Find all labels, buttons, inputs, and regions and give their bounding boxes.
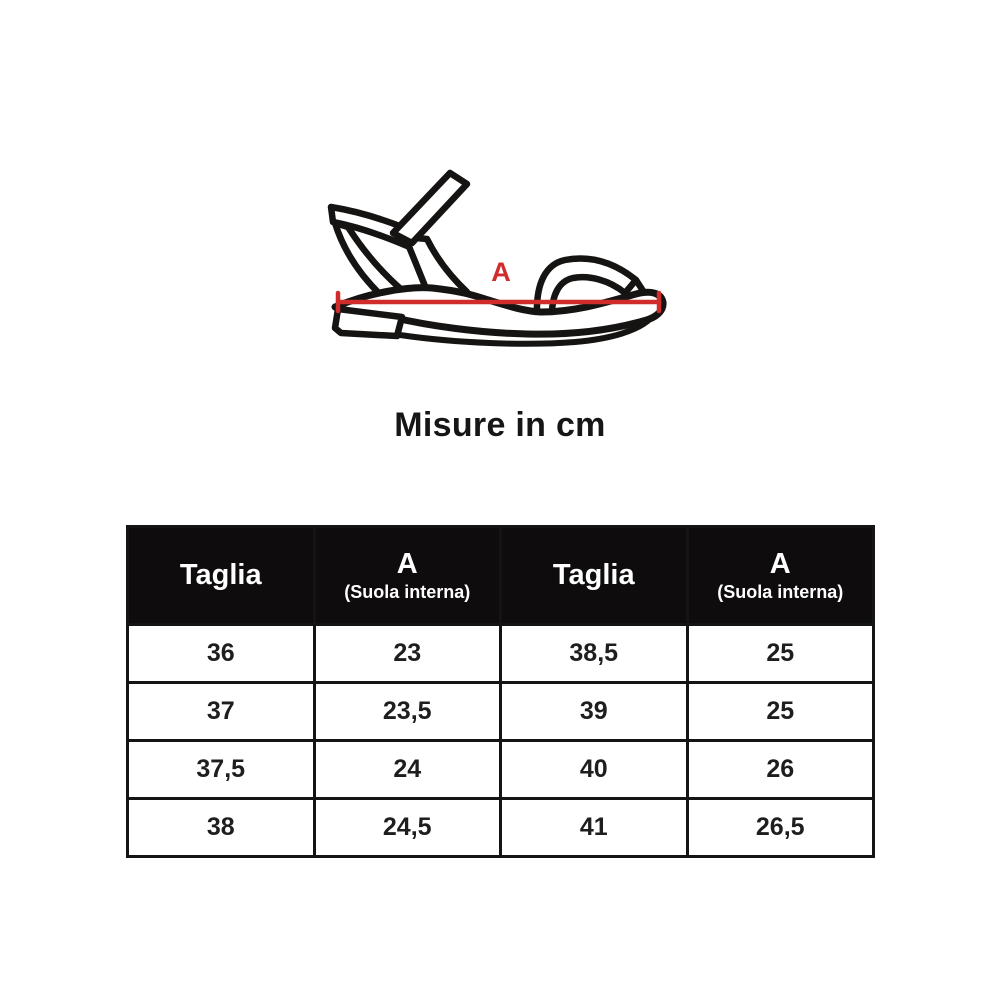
col-header-sub: (Suola interna) bbox=[717, 581, 844, 602]
col-header-main: A bbox=[396, 548, 418, 581]
size-cell: 38,5 bbox=[499, 623, 689, 684]
page-title: Misure in cm bbox=[394, 406, 606, 444]
measure-label: A bbox=[491, 257, 511, 287]
col-header-main: Taglia bbox=[179, 559, 262, 592]
heel-block bbox=[331, 305, 406, 340]
size-table: Taglia A (Suola interna) Taglia bbox=[126, 525, 875, 858]
ankle-strap bbox=[389, 169, 471, 247]
length-cell: 26 bbox=[685, 739, 875, 800]
size-table-header: Taglia A (Suola interna) Taglia bbox=[126, 525, 875, 626]
table-row: 36 23 38,5 25 bbox=[126, 623, 875, 684]
length-cell: 23,5 bbox=[312, 681, 502, 742]
length-cell: 25 bbox=[685, 681, 875, 742]
size-cell: 36 bbox=[126, 623, 316, 684]
col-header-taglia-right: Taglia bbox=[499, 525, 689, 626]
col-header-main: Taglia bbox=[552, 559, 635, 592]
size-cell: 37,5 bbox=[126, 739, 316, 800]
table-row: 37,5 24 40 26 bbox=[126, 739, 875, 800]
size-cell: 40 bbox=[499, 739, 689, 800]
size-cell: 41 bbox=[499, 797, 689, 858]
outsole-seam bbox=[397, 315, 654, 347]
col-header-a-left: A (Suola interna) bbox=[312, 525, 502, 626]
header-row: Taglia A (Suola interna) Taglia bbox=[126, 525, 875, 626]
col-header-main: A bbox=[769, 548, 791, 581]
length-cell: 24,5 bbox=[312, 797, 502, 858]
size-table-body: 36 23 38,5 25 37 23,5 39 25 37,5 24 40 2… bbox=[126, 623, 875, 858]
length-cell: 26,5 bbox=[685, 797, 875, 858]
sandal-svg: A bbox=[327, 169, 667, 347]
col-header-sub: (Suola interna) bbox=[344, 581, 471, 602]
sandal-lineart bbox=[327, 169, 667, 347]
size-cell: 38 bbox=[126, 797, 316, 858]
length-cell: 24 bbox=[312, 739, 502, 800]
sandal-illustration: A bbox=[280, 150, 720, 370]
col-header-taglia-left: Taglia bbox=[126, 525, 316, 626]
measure-line bbox=[335, 290, 662, 314]
size-cell: 39 bbox=[499, 681, 689, 742]
table-row: 38 24,5 41 26,5 bbox=[126, 797, 875, 858]
table-row: 37 23,5 39 25 bbox=[126, 681, 875, 742]
length-cell: 23 bbox=[312, 623, 502, 684]
length-cell: 25 bbox=[685, 623, 875, 684]
size-cell: 37 bbox=[126, 681, 316, 742]
col-header-a-right: A (Suola interna) bbox=[685, 525, 875, 626]
